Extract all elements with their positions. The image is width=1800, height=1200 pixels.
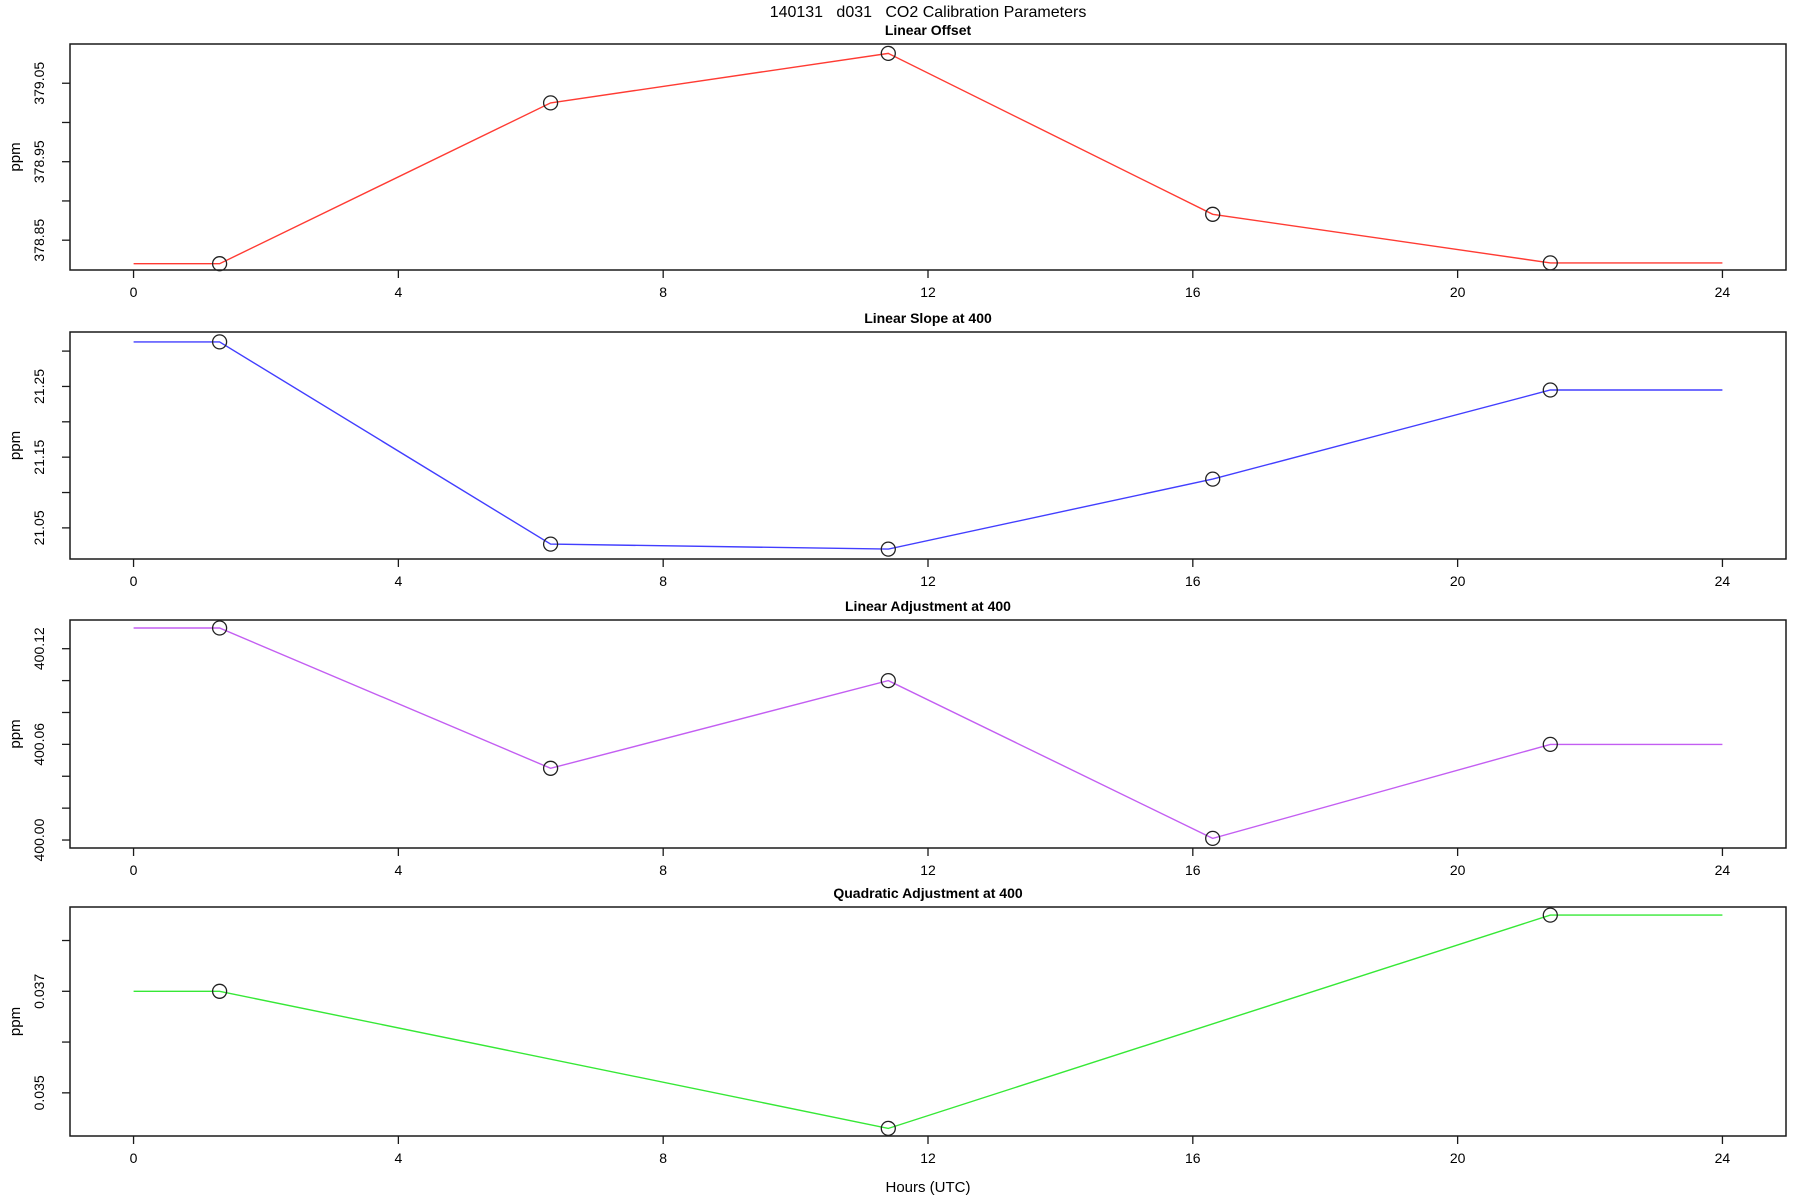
x-tick-label: 0 bbox=[130, 573, 138, 589]
data-point bbox=[880, 541, 896, 557]
data-point bbox=[542, 95, 559, 111]
panel-quadratic-adjustment: Quadratic Adjustment at 400 0 4 8 12 16 20 24 0.… bbox=[7, 885, 1787, 1196]
y-tick-label: 400.12 bbox=[31, 627, 47, 670]
x-tick-label: 12 bbox=[920, 862, 936, 878]
x-tick-label: 0 bbox=[130, 1150, 138, 1166]
data-point bbox=[1542, 907, 1558, 923]
data-point bbox=[211, 256, 228, 272]
x-tick-label: 8 bbox=[659, 862, 667, 878]
x-axis-label: Hours (UTC) bbox=[886, 1179, 971, 1196]
x-tick-label: 16 bbox=[1185, 284, 1201, 300]
x-tick-label: 4 bbox=[394, 284, 402, 300]
data-point bbox=[542, 536, 559, 552]
panel-title: Quadratic Adjustment at 400 bbox=[833, 885, 1023, 901]
series-line bbox=[133, 627, 1723, 840]
x-tick-label: 16 bbox=[1185, 573, 1201, 589]
y-tick-label: 379.05 bbox=[31, 62, 47, 105]
series-line bbox=[133, 341, 1723, 550]
data-point bbox=[211, 334, 228, 350]
data-point bbox=[1205, 830, 1221, 847]
x-tick-label: 20 bbox=[1450, 573, 1466, 589]
x-tick-label: 8 bbox=[659, 284, 667, 300]
x-tick-label: 20 bbox=[1450, 284, 1466, 300]
y-tick-label: 21.15 bbox=[31, 439, 47, 474]
x-tick-label: 16 bbox=[1185, 862, 1201, 878]
plot-border bbox=[69, 331, 1787, 560]
x-tick-label: 12 bbox=[920, 1150, 936, 1166]
x-tick-label: 20 bbox=[1450, 862, 1466, 878]
series-line bbox=[133, 52, 1723, 265]
panel-title: Linear Slope at 400 bbox=[864, 310, 992, 326]
panel-title: Linear Offset bbox=[885, 22, 972, 38]
plot-border bbox=[69, 619, 1787, 849]
x-tick-label: 24 bbox=[1715, 573, 1731, 589]
x-tick-label: 4 bbox=[394, 573, 402, 589]
y-tick-label: 400.06 bbox=[31, 723, 47, 766]
data-point bbox=[880, 1120, 896, 1137]
x-tick-label: 8 bbox=[659, 573, 667, 589]
plot-border bbox=[69, 43, 1787, 271]
data-point bbox=[880, 45, 896, 62]
data-point bbox=[1542, 382, 1558, 398]
y-axis-label: ppm bbox=[7, 719, 24, 748]
x-tick-label: 0 bbox=[130, 284, 138, 300]
data-point bbox=[880, 672, 896, 689]
panel-linear-slope: Linear Slope at 400 0 4 8 12 16 20 24 21.05 21.15… bbox=[7, 310, 1787, 589]
page-title: 140131 d031 CO2 Calibration Parameters bbox=[769, 4, 1087, 21]
data-point bbox=[211, 983, 228, 999]
plot-border bbox=[69, 906, 1787, 1137]
panel-linear-offset: Linear Offset 0 4 8 12 16 20 24 378.85 378.95 379.… bbox=[7, 22, 1787, 300]
x-tick-label: 4 bbox=[394, 1150, 402, 1166]
y-tick-label: 378.85 bbox=[31, 219, 47, 262]
data-point bbox=[1542, 736, 1558, 753]
panel-title: Linear Adjustment at 400 bbox=[845, 598, 1011, 614]
y-axis-label: ppm bbox=[7, 1007, 24, 1036]
y-tick-label: 378.95 bbox=[31, 140, 47, 183]
data-point bbox=[211, 620, 228, 636]
x-tick-label: 20 bbox=[1450, 1150, 1466, 1166]
data-point bbox=[1542, 255, 1558, 271]
data-point bbox=[1205, 471, 1221, 487]
x-tick-label: 12 bbox=[920, 284, 936, 300]
y-tick-label: 21.25 bbox=[31, 369, 47, 404]
x-tick-label: 24 bbox=[1715, 862, 1731, 878]
y-tick-label: 0.037 bbox=[31, 974, 47, 1009]
panel-linear-adjustment: Linear Adjustment at 400 0 4 8 12 16 20 24 400.0… bbox=[7, 598, 1787, 878]
y-tick-label: 0.035 bbox=[31, 1075, 47, 1110]
x-tick-label: 4 bbox=[394, 862, 402, 878]
y-axis-label: ppm bbox=[7, 431, 24, 460]
data-point bbox=[542, 760, 559, 776]
x-tick-label: 8 bbox=[659, 1150, 667, 1166]
series-line bbox=[133, 914, 1723, 1130]
x-tick-label: 24 bbox=[1715, 284, 1731, 300]
y-tick-label: 21.05 bbox=[31, 510, 47, 545]
x-tick-label: 16 bbox=[1185, 1150, 1201, 1166]
x-tick-label: 24 bbox=[1715, 1150, 1731, 1166]
x-tick-label: 12 bbox=[920, 573, 936, 589]
data-point bbox=[1205, 206, 1221, 222]
y-tick-label: 400.00 bbox=[31, 818, 47, 861]
x-tick-label: 0 bbox=[130, 862, 138, 878]
y-axis-label: ppm bbox=[7, 142, 24, 171]
